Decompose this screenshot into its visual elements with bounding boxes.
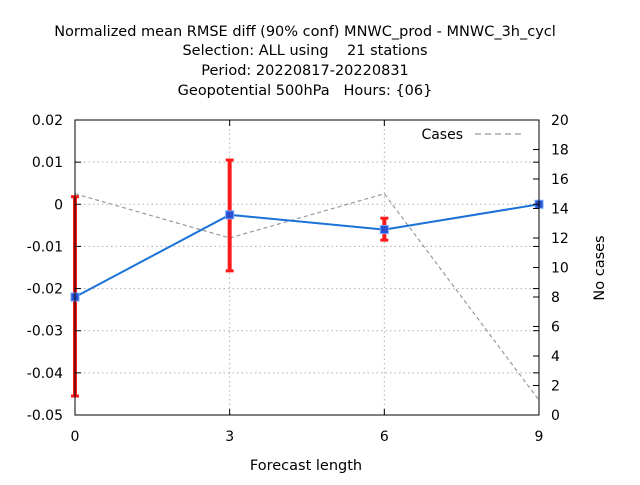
y2-tick-label: 6 (551, 320, 560, 336)
cases-line (74, 193, 540, 401)
y2-tick-label: 20 (551, 113, 569, 129)
chart-title: Normalized mean RMSE diff (90% conf) MNW… (54, 24, 556, 99)
grid-lines (75, 120, 539, 415)
y2-tick-label: 10 (551, 261, 569, 277)
y2-tick-label: 2 (551, 379, 560, 395)
y-tick-label: -0.01 (27, 239, 63, 255)
y2-tick-label: 4 (551, 349, 560, 365)
plot-border (74, 119, 540, 416)
y-tick-label: -0.03 (27, 324, 63, 340)
y-tick-label: 0.02 (32, 113, 63, 129)
y2-tick-label: 0 (551, 408, 560, 424)
y-tick-label: -0.05 (27, 408, 63, 424)
title-line-3: Period: 20220817-20220831 (201, 63, 409, 79)
y2-tick-label: 16 (551, 172, 569, 188)
x-tick-label: 3 (225, 429, 234, 445)
y-tick-label: -0.04 (27, 366, 63, 382)
cases-series (74, 193, 540, 401)
x-tick-label: 6 (380, 429, 389, 445)
title-line-4: Geopotential 500hPa Hours: {06} (178, 83, 433, 99)
y-tick-label: -0.02 (27, 282, 63, 298)
y2-tick-label: 14 (551, 202, 569, 218)
x-tick-label: 9 (535, 429, 544, 445)
y-tick-label: 0.01 (32, 155, 63, 171)
plot-frame (74, 119, 540, 416)
y2-tick-label: 8 (551, 290, 560, 306)
main-line (74, 203, 540, 298)
axis-ticks: -0.05 -0.04 -0.03 -0.02 -0.01 0 0.01 0.02 0 2 4 6 8 1… (27, 113, 569, 445)
title-line-2: Selection: ALL using 21 stations (182, 43, 427, 59)
data-point-marker (225, 210, 235, 220)
y-tick-label: 0 (54, 197, 63, 213)
legend-label-cases: Cases (421, 127, 463, 143)
y2-axis-title: No cases (592, 235, 608, 300)
legend: Cases (421, 127, 522, 143)
x-axis-title: Forecast length (250, 458, 362, 474)
data-point-marker (379, 225, 389, 235)
y2-tick-label: 12 (551, 231, 569, 247)
title-line-1: Normalized mean RMSE diff (90% conf) MNW… (54, 24, 556, 40)
x-tick-label: 0 (71, 429, 80, 445)
y2-tick-label: 18 (551, 143, 569, 159)
